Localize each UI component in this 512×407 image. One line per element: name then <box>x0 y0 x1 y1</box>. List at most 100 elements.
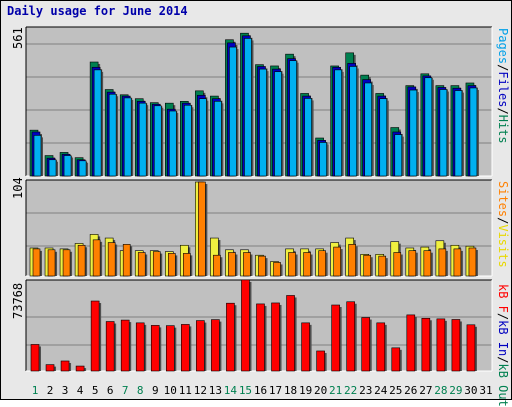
bar-pages <box>199 98 207 177</box>
bar-sites <box>453 248 462 277</box>
bar-sites <box>167 253 176 277</box>
bar-sites <box>423 250 432 277</box>
bar-pages <box>289 60 297 177</box>
bar-sites <box>77 244 86 277</box>
bar-pages <box>319 142 327 177</box>
x-tick-label: 28 <box>434 384 447 397</box>
bar-kb-f <box>226 302 235 372</box>
bar-sites <box>152 251 161 277</box>
x-tick-label: 2 <box>47 384 54 397</box>
y-max-label-top: 561 <box>11 27 25 49</box>
bar-kb-f <box>45 364 55 372</box>
bar-pages <box>439 89 448 177</box>
legend-kb-f: kB F <box>496 284 510 313</box>
bar-kb-f <box>451 319 461 372</box>
x-tick-label: 27 <box>419 384 432 397</box>
bar-pages <box>244 38 252 177</box>
legend-top: Pages/Files/Hits <box>496 28 510 144</box>
bar-sites <box>213 254 221 277</box>
bar-pages <box>304 98 312 177</box>
bar-pages <box>168 110 177 177</box>
y-max-label-bottom: 73768 <box>11 282 25 319</box>
x-tick-label: 17 <box>269 384 282 397</box>
x-tick-label: 14 <box>224 384 238 397</box>
chart-title: Daily usage for June 2014 <box>7 4 188 18</box>
x-tick-label: 12 <box>194 384 207 397</box>
bar-pages <box>214 101 222 177</box>
x-tick-label: 15 <box>239 384 252 397</box>
bar-kb-f <box>256 303 265 372</box>
bar-pages <box>33 135 42 177</box>
bar-sites <box>122 244 131 277</box>
bar-pages <box>108 93 117 177</box>
bar-sites <box>198 181 206 277</box>
x-tick-label: 9 <box>152 384 159 397</box>
bar-kb-f <box>376 322 386 372</box>
legend-kb-out: kB Out <box>496 363 510 407</box>
x-tick-label: 7 <box>122 384 129 397</box>
bar-pages <box>259 68 267 177</box>
legend-visits: Visits <box>496 224 510 268</box>
bar-pages <box>184 104 192 177</box>
bar-pages <box>78 160 87 177</box>
bar-pages <box>274 71 282 177</box>
bar-pages <box>424 77 433 177</box>
bar-pages <box>93 69 102 177</box>
x-tick-label: 30 <box>464 384 477 397</box>
bar-sites <box>62 249 71 277</box>
bar-sites <box>258 255 266 277</box>
bar-kb-f <box>105 321 115 372</box>
legend-bottom: kB F/kB In/kB Out <box>496 284 510 407</box>
x-tick-label: 3 <box>62 384 69 397</box>
bar-kb-f <box>30 344 40 372</box>
x-tick-label: 5 <box>92 384 99 397</box>
bar-sites <box>348 244 356 277</box>
bar-sites <box>47 249 56 277</box>
bar-kb-f <box>406 314 416 372</box>
x-tick-label: 8 <box>137 384 144 397</box>
bar-kb-f <box>60 360 70 372</box>
bar-sites <box>243 252 251 277</box>
bar-sites <box>303 252 311 277</box>
x-tick-label: 22 <box>344 384 357 397</box>
x-tick-label: 10 <box>164 384 177 397</box>
bar-kb-f <box>181 324 190 372</box>
legend-sep: / <box>496 107 510 115</box>
bar-sites <box>92 239 101 277</box>
bar-pages <box>63 155 72 177</box>
bar-kb-f <box>150 325 160 372</box>
bar-pages <box>48 159 57 177</box>
bar-pages <box>349 66 357 177</box>
x-tick-label: 4 <box>77 384 84 397</box>
bar-kb-f <box>466 324 476 372</box>
bar-kb-f <box>165 325 175 372</box>
x-tick-label: 20 <box>314 384 327 397</box>
bar-pages <box>153 105 162 177</box>
bar-pages <box>334 69 342 177</box>
x-tick-label: 19 <box>299 384 312 397</box>
x-tick-label: 23 <box>359 384 372 397</box>
x-tick-label: 29 <box>449 384 462 397</box>
x-tick-label: 6 <box>107 384 114 397</box>
bar-sites <box>318 250 326 277</box>
legend-sep: / <box>496 356 510 364</box>
bar-kb-f <box>271 302 280 372</box>
bar-sites <box>468 247 477 277</box>
x-tick-label: 18 <box>284 384 297 397</box>
bar-sites <box>288 252 296 277</box>
bar-sites <box>32 248 41 277</box>
x-tick-label: 24 <box>374 384 388 397</box>
bar-pages <box>229 46 237 177</box>
bar-sites <box>137 252 146 277</box>
x-tick-label: 13 <box>209 384 222 397</box>
bar-kb-f <box>301 322 310 372</box>
bar-pages <box>379 98 388 177</box>
bar-kb-f <box>120 319 130 372</box>
bar-kb-f <box>361 317 371 372</box>
bar-sites <box>107 242 116 277</box>
x-tick-label: 1 <box>32 384 39 397</box>
bar-sites <box>228 252 236 277</box>
bar-pages <box>469 87 478 177</box>
bar-kb-f <box>90 300 100 372</box>
